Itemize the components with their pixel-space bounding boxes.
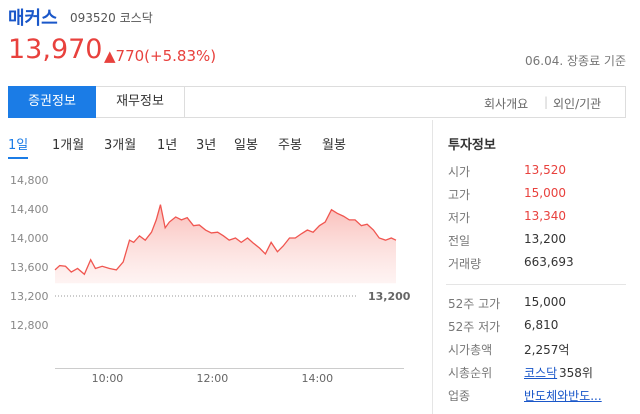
info-label: 시가 (448, 165, 471, 179)
y-tick-label: 13,200 (10, 290, 49, 303)
y-tick-label: 13,600 (10, 261, 49, 274)
info-title: 투자정보 (448, 138, 496, 153)
info-value: 15,000 (524, 186, 566, 200)
info-value: 13,200 (524, 232, 566, 246)
tab[interactable]: 증권정보 (8, 86, 96, 118)
divider (446, 284, 626, 285)
info-link[interactable]: 반도체와반도... (524, 389, 602, 403)
change: ▲770(+5.83%) (104, 47, 217, 65)
period-tab[interactable]: 3개월 (104, 138, 137, 153)
y-tick-label: 14,800 (10, 174, 49, 187)
period-tab[interactable]: 1일 (8, 134, 29, 159)
period-tab[interactable]: 주봉 (278, 138, 302, 153)
info-value: 6,810 (524, 318, 559, 332)
info-link[interactable]: 코스닥 (524, 366, 558, 380)
info-label: 52주 저가 (448, 320, 501, 334)
y-tick-label: 14,400 (10, 203, 49, 216)
info-value: 13,340 (524, 209, 566, 223)
link[interactable]: 회사개요 (484, 97, 529, 111)
as-of: 06.04. 장종료 기준 (525, 54, 626, 68)
info-value: 2,257억 (524, 343, 570, 357)
period-tab[interactable]: 월봉 (322, 138, 346, 153)
info-value: 663,693 (524, 255, 574, 269)
info-label: 전일 (448, 234, 471, 248)
price-area (55, 204, 396, 284)
tab[interactable]: 재무정보 (96, 86, 185, 118)
period-tab[interactable]: 1개월 (52, 138, 85, 153)
info-value: 13,520 (524, 163, 566, 177)
reference-label: 13,200 (368, 290, 411, 303)
period-tab[interactable]: 1년 (157, 138, 178, 153)
period-tab[interactable]: 3년 (196, 138, 217, 153)
x-tick-label: 14:00 (301, 372, 333, 385)
info-label: 거래량 (448, 257, 482, 271)
info-label: 업종 (448, 389, 471, 403)
info-value: 15,000 (524, 295, 566, 309)
info-label: 시가총액 (448, 343, 493, 357)
info-value: 358위 (559, 366, 593, 380)
x-tick-label: 10:00 (92, 372, 124, 385)
info-label: 고가 (448, 188, 471, 202)
link[interactable]: 외인/기관 (553, 97, 602, 111)
separator: | (544, 95, 549, 109)
y-tick-label: 14,000 (10, 232, 49, 245)
period-tab[interactable]: 일봉 (234, 138, 258, 153)
info-label: 저가 (448, 211, 471, 225)
y-tick-label: 12,800 (10, 319, 49, 332)
stock-code: 093520 코스닥 (70, 11, 153, 25)
x-tick-label: 12:00 (197, 372, 229, 385)
price-line (54, 204, 397, 276)
info-label: 52주 고가 (448, 297, 501, 311)
chart: 12,800 13,200 13,600 14,000 14,400 14,800 10:0… (10, 174, 411, 385)
divider (432, 120, 433, 414)
info-label: 시총순위 (448, 366, 493, 380)
stock-name[interactable]: 매커스 (8, 8, 58, 29)
price: 13,970 (8, 34, 103, 65)
